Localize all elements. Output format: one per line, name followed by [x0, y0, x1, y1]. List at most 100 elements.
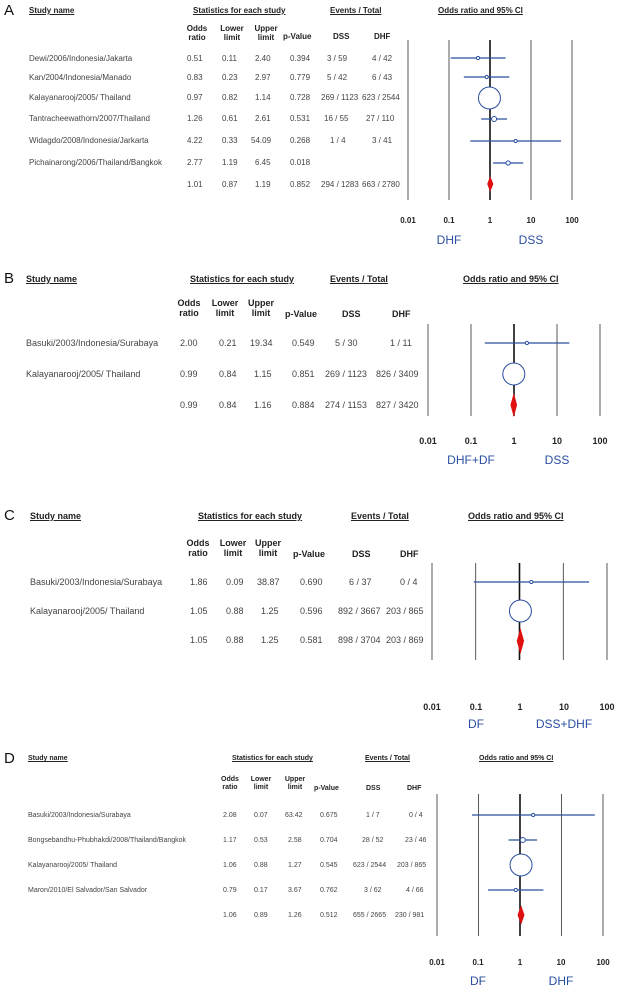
study-name: Dewi/2006/Indonesia/Jakarta	[29, 54, 133, 63]
p-value: 0.704	[320, 837, 338, 844]
p-value: 0.690	[300, 577, 323, 587]
forest-plot-c	[431, 563, 608, 660]
tick-label: 1	[511, 436, 517, 446]
lower-limit-value: 0.11	[222, 54, 237, 63]
tick-label: 0.1	[469, 702, 483, 712]
dss-col-header: DSS	[333, 32, 350, 41]
forest-plot-b	[427, 324, 601, 418]
pooled-lower-limit-value: 0.84	[219, 400, 237, 410]
lower-limit-col-header: Lower limit	[220, 24, 244, 43]
tick-label: 0.1	[464, 436, 478, 446]
pooled-upper-limit-value: 1.26	[288, 912, 302, 919]
study-marker	[475, 55, 481, 61]
pooled-diamond	[516, 627, 525, 655]
odds-ratio-value: 1.86	[190, 577, 208, 587]
lower-limit-value: 0.33	[222, 136, 238, 145]
study-name-header: Study name	[26, 274, 78, 284]
p-value-col-header: p-Value	[285, 309, 318, 319]
study-name: Basuki/2003/Indonesia/Surabaya	[28, 812, 131, 819]
lower-limit-value: 0.23	[222, 73, 238, 82]
upper-limit-value: 1.27	[288, 862, 302, 869]
tick-label: 100	[596, 958, 610, 967]
odds-ratio-value: 1.17	[223, 837, 237, 844]
pooled-upper-limit-value: 1.16	[254, 400, 272, 410]
pooled-odds-ratio-value: 1.01	[187, 180, 203, 189]
upper-limit-value: 19.34	[250, 338, 273, 348]
favours-right-label: DHF	[548, 974, 574, 988]
tick-label: 10	[558, 702, 570, 712]
study-name: Basuki/2003/Indonesia/Surabaya	[26, 338, 159, 348]
dhf-events: 623 / 2544	[362, 93, 400, 102]
tick-label: 0.1	[472, 958, 484, 967]
study-marker	[513, 887, 518, 893]
upper-limit-col-header: Upper limit	[254, 538, 281, 559]
study-marker	[484, 74, 489, 80]
study-marker	[502, 362, 526, 386]
p-value-col-header: p-Value	[314, 785, 339, 792]
pooled-p-value: 0.884	[292, 400, 315, 410]
pooled-dhf-events: 203 / 869	[386, 635, 424, 645]
tick-label: 100	[592, 436, 608, 446]
p-value: 0.268	[290, 136, 311, 145]
events-header: Events / Total	[365, 755, 410, 762]
pooled-odds-ratio-value: 1.06	[223, 912, 237, 919]
study-name: Kalayanarooj/2005/ Thailand	[28, 862, 117, 869]
p-value-col-header: p-Value	[283, 32, 312, 41]
upper-limit-value: 2.40	[255, 54, 271, 63]
dhf-events: 27 / 110	[366, 114, 395, 123]
dhf-events: 4 / 42	[372, 54, 393, 63]
tick-label: 10	[526, 216, 536, 225]
forest-panel-d: D Study name Statistics for each study E…	[0, 748, 618, 992]
odds-ratio-value: 2.08	[223, 812, 237, 819]
upper-limit-value: 38.87	[257, 577, 280, 587]
lower-limit-col-header: Lower limit	[219, 538, 247, 559]
dhf-events: 826 / 3409	[376, 369, 419, 379]
tick-label: 0.01	[429, 958, 445, 967]
events-header: Events / Total	[330, 6, 382, 15]
study-marker	[513, 138, 518, 144]
upper-limit-col-header: Upper limit	[284, 776, 306, 792]
pooled-dss-events: 294 / 1283	[321, 180, 359, 189]
p-value: 0.779	[290, 73, 311, 82]
study-name-header: Study name	[28, 755, 68, 762]
study-marker	[524, 340, 530, 346]
study-marker	[491, 116, 498, 122]
pooled-dss-events: 655 / 2665	[353, 912, 387, 919]
upper-limit-value: 1.25	[261, 606, 279, 616]
lower-limit-col-header: Lower limit	[250, 776, 272, 792]
odds-ratio-col-header: Odds ratio	[186, 24, 208, 43]
forest-panel-c: C Study name Statistics for each study E…	[0, 505, 618, 735]
dhf-events: 203 / 865	[397, 862, 427, 869]
p-value: 0.851	[292, 369, 315, 379]
dss-col-header: DSS	[342, 309, 361, 319]
tick-label: 100	[599, 702, 615, 712]
study-name: Kalayanarooj/2005/ Thailand	[26, 369, 141, 379]
statistics-header: Statistics for each study	[193, 6, 286, 15]
odds-ratio-value: 1.05	[190, 606, 208, 616]
lower-limit-value: 0.82	[222, 93, 238, 102]
favours-right-label: DSS	[518, 233, 544, 247]
plot-header: Odds ratio and 95% CI	[479, 755, 554, 762]
dss-events: 623 / 2544	[353, 862, 387, 869]
p-value: 0.596	[300, 606, 323, 616]
dhf-events: 4 / 66	[406, 887, 424, 894]
plot-header: Odds ratio and 95% CI	[438, 6, 523, 15]
p-value-col-header: p-Value	[293, 549, 326, 559]
upper-limit-value: 2.58	[288, 837, 302, 844]
pooled-diamond	[487, 176, 494, 192]
tick-label: 1	[487, 216, 493, 225]
pooled-dhf-events: 663 / 2780	[362, 180, 400, 189]
pooled-odds-ratio-value: 0.99	[180, 400, 198, 410]
dss-events: 6 / 37	[349, 577, 372, 587]
p-value: 0.394	[290, 54, 311, 63]
odds-ratio-value: 2.77	[187, 158, 203, 167]
upper-limit-value: 1.14	[255, 93, 271, 102]
pooled-lower-limit-value: 0.87	[222, 180, 238, 189]
dhf-events: 0 / 4	[400, 577, 418, 587]
pooled-p-value: 0.852	[290, 180, 311, 189]
lower-limit-value: 0.21	[219, 338, 237, 348]
dss-events: 269 / 1123	[325, 369, 367, 379]
events-header: Events / Total	[351, 511, 409, 521]
pooled-p-value: 0.512	[320, 912, 338, 919]
tick-label: 0.01	[423, 702, 441, 712]
